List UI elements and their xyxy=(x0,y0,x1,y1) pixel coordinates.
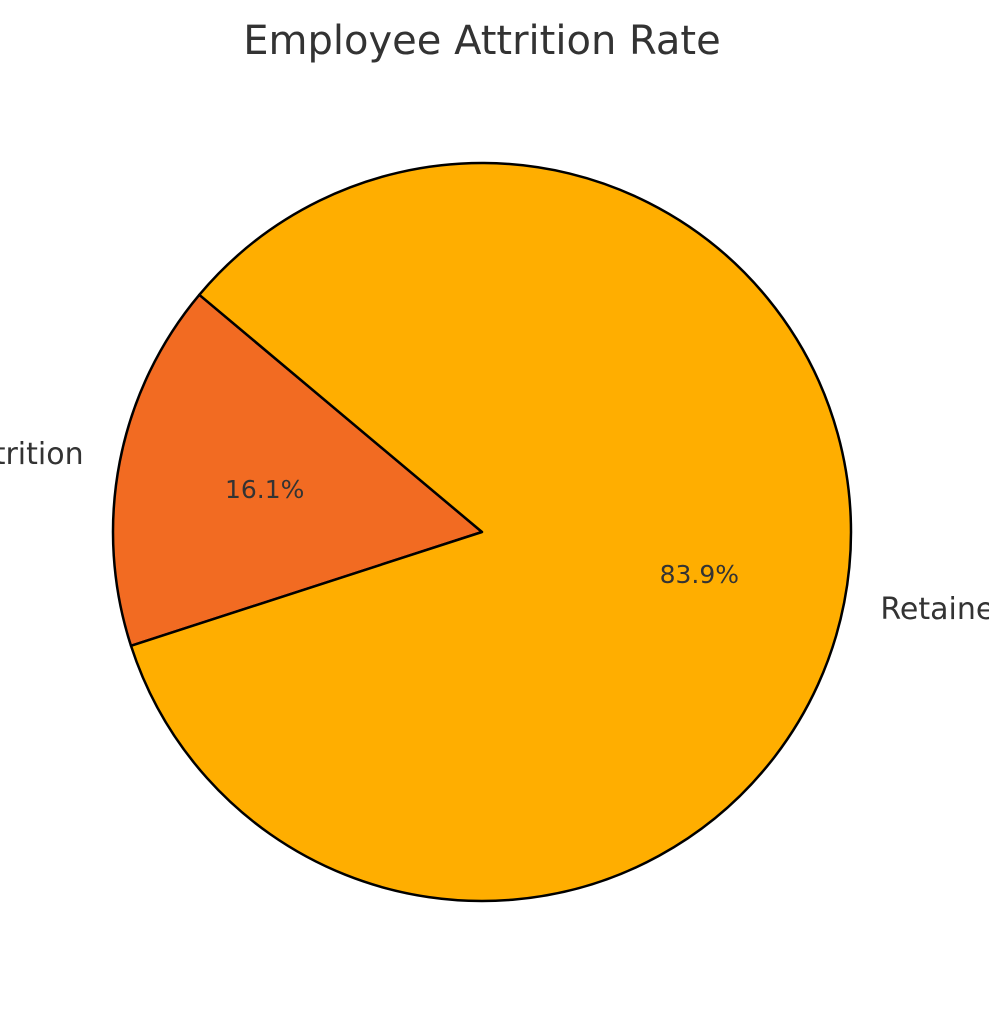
category-label-attrition: Attrition xyxy=(0,437,84,472)
pie-slice-retained-employees xyxy=(129,161,853,903)
pct-label-retained-employees: 83.9% xyxy=(660,560,739,589)
pie-labels: 16.1% Attrition 83.9% Retained Employees xyxy=(0,437,989,627)
pct-label-attrition: 16.1% xyxy=(225,475,304,504)
pie-slices xyxy=(111,161,853,903)
category-label-retained-employees: Retained Employees xyxy=(880,592,989,627)
chart-title: Employee Attrition Rate xyxy=(243,18,720,64)
pie-slice-attrition xyxy=(111,293,484,648)
